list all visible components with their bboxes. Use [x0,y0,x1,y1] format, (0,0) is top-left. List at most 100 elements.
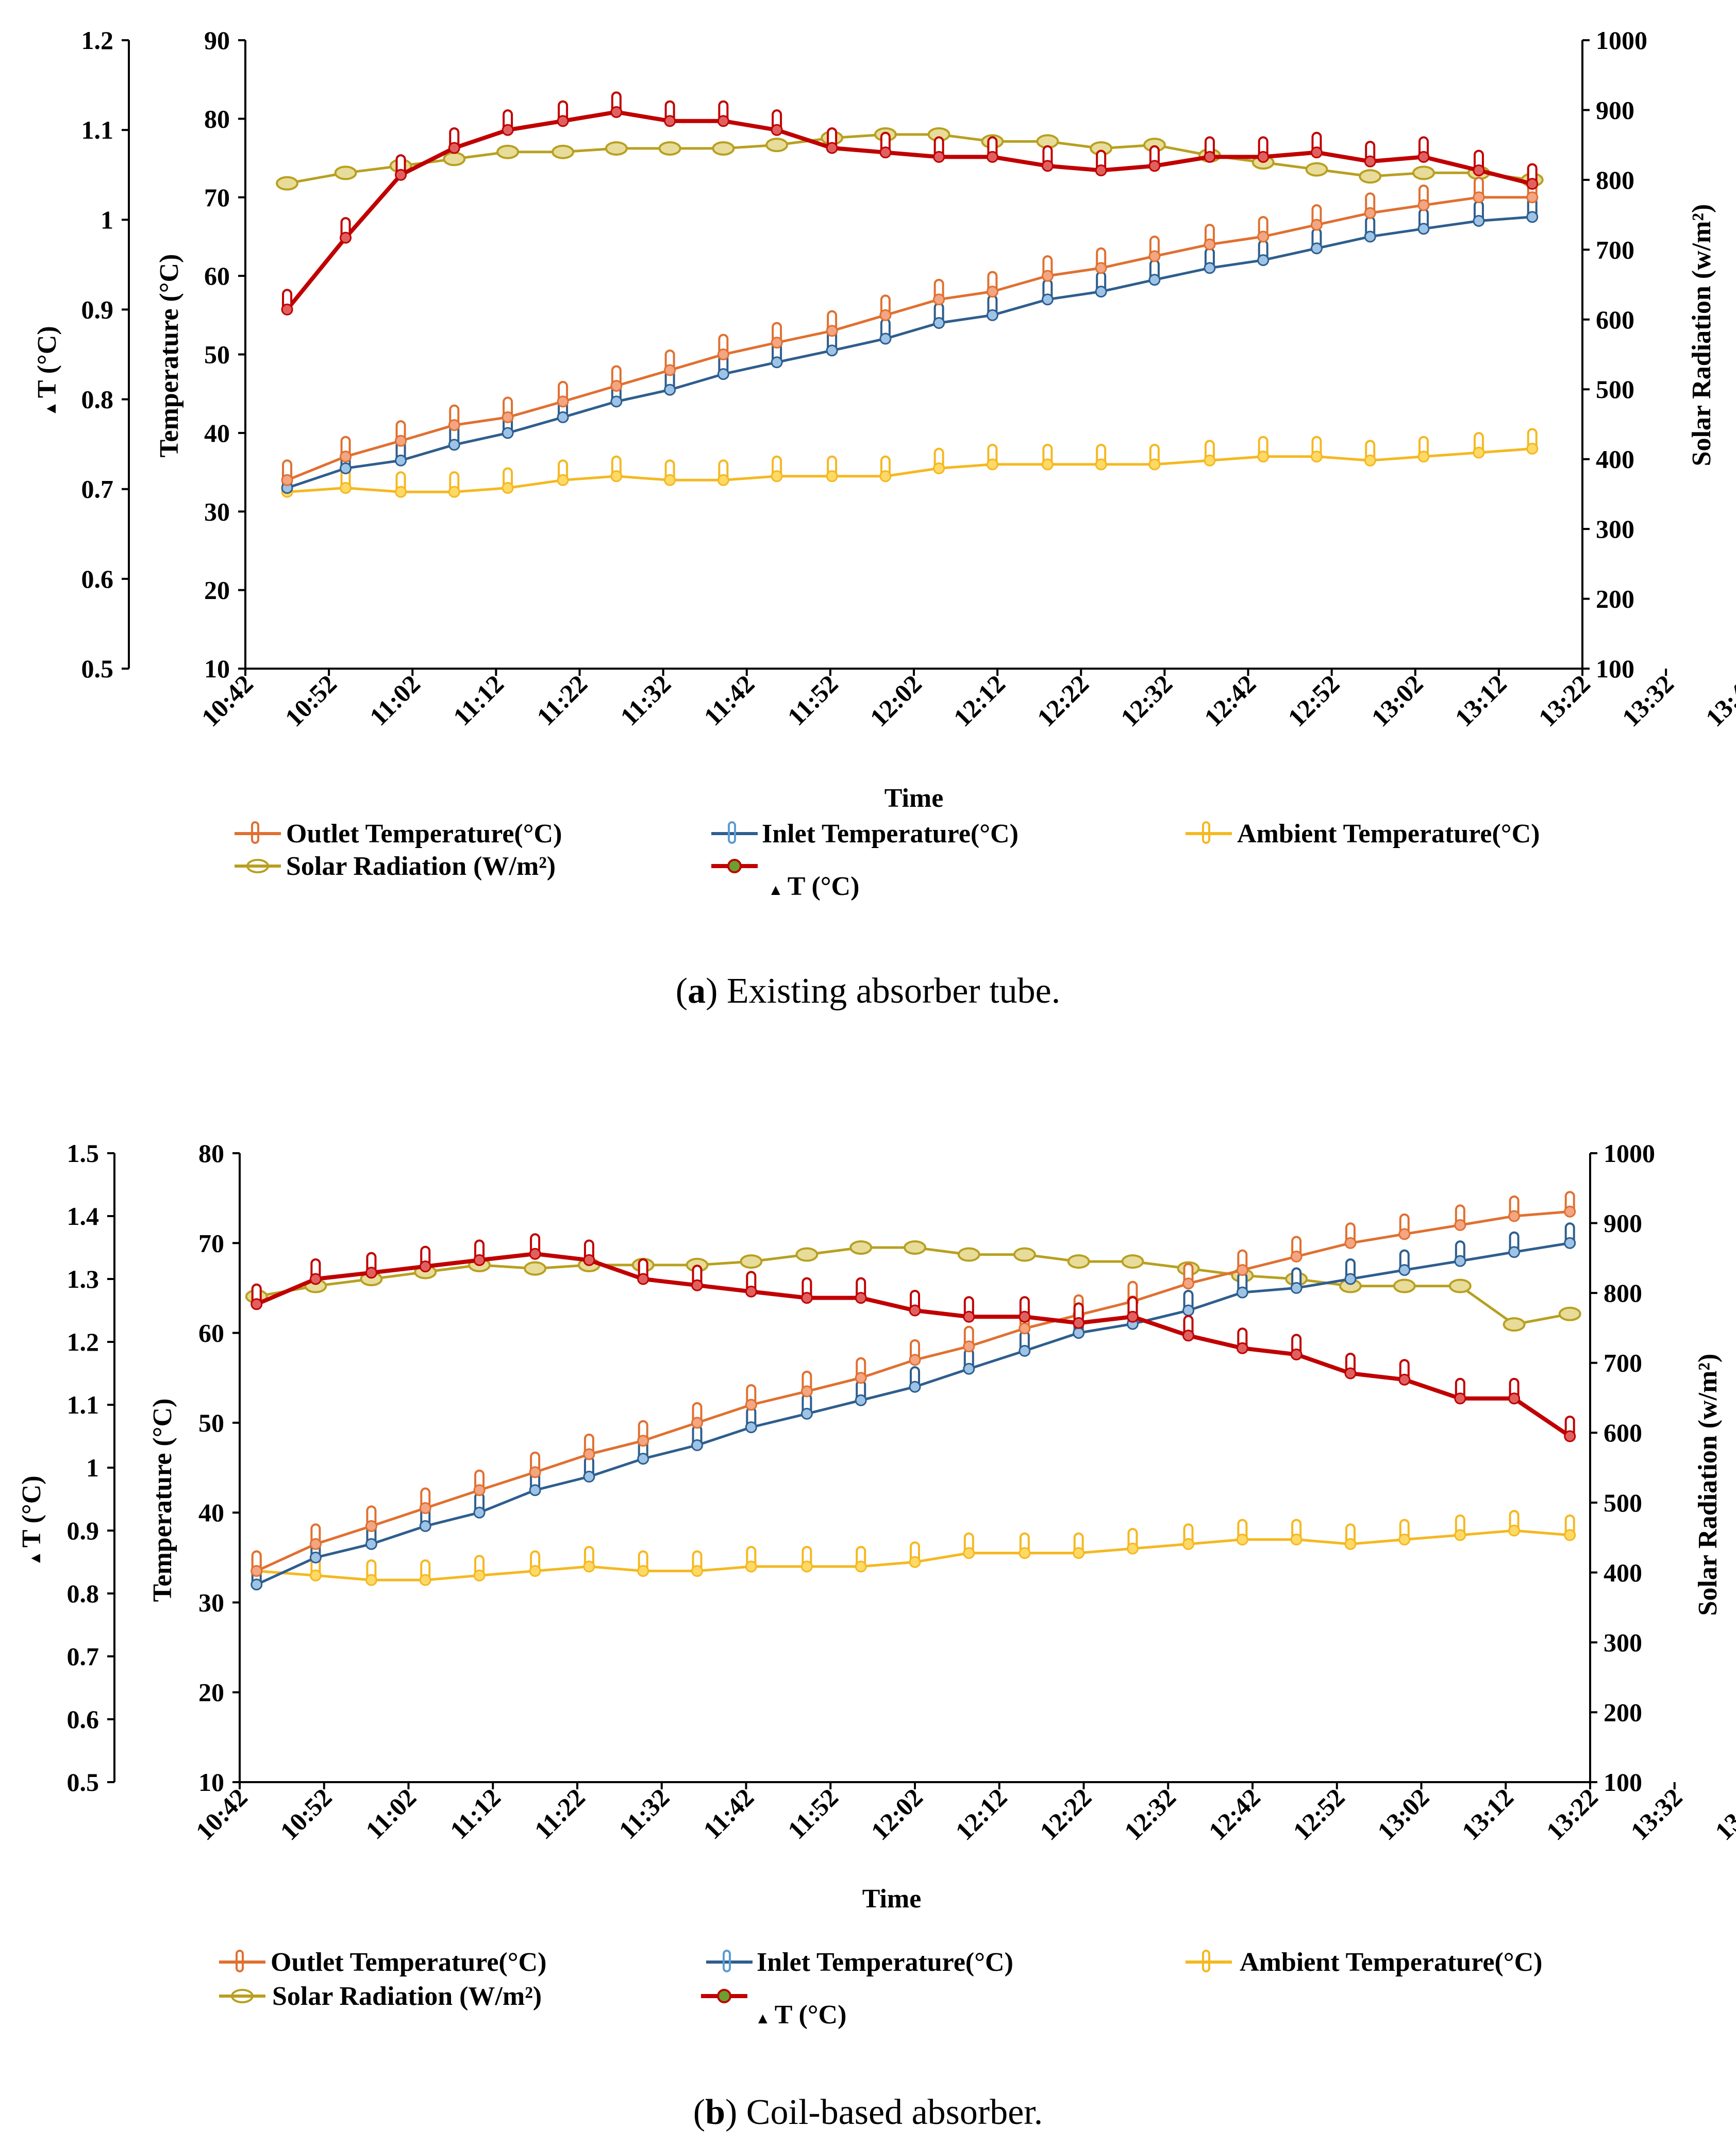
point-outlet [557,380,569,408]
point-inlet [1417,208,1430,235]
point-outlet [1398,1213,1411,1240]
point-ambient [419,1559,431,1586]
y2-tick-label: 200 [1596,585,1634,613]
point-dt [1095,149,1107,177]
point-inlet [1148,259,1161,286]
y-tick-label: 70 [204,183,230,212]
x-tick-label: 12:02 [864,669,927,732]
point-ambient [1257,436,1270,463]
x-tick-label: 11:52 [782,1783,844,1845]
point-outlet [933,278,945,306]
x-tick-label: 12:22 [1031,669,1094,732]
x-tick-label: 11:42 [697,1783,759,1845]
svg-text:Inlet Temperature(°C): Inlet Temperature(°C) [757,1948,1013,1977]
point-outlet [963,1325,975,1353]
delta-axis: 0.5 0.6 0.7 0.8 0.9 1 1.1 1.2 [81,26,130,683]
point-ambient [771,455,783,483]
point-outlet [1310,204,1323,231]
y2-tick-label: 400 [1604,1558,1642,1587]
point-dt [502,109,514,136]
legend-solar: Solar Radiation (W/m²) [235,852,556,881]
y-tick-label: 90 [204,26,230,55]
temperature-tick-labels: 10 20 30 40 50 60 70 80 90 [204,26,245,683]
y2-tick-label: 900 [1596,95,1634,124]
point-dt [448,127,460,154]
y3-tick-label: 1.5 [67,1139,99,1168]
point-inlet [855,1380,867,1406]
x-tick-label: 11:02 [364,669,426,731]
point-ambient [529,1550,541,1577]
y3-tick-label: 0.8 [67,1579,99,1608]
point-inlet [691,1424,704,1451]
y2-tick-label: 1000 [1604,1139,1655,1168]
point-outlet [1344,1222,1357,1249]
x-tick-label: 12:12 [949,1783,1012,1846]
point-dt [933,136,945,163]
point-solar [1503,1317,1526,1332]
right-axis: 100 200 300 400 500 600 700 800 900 1000 [1589,1139,1655,1797]
caption-b: (b) Coil-based absorber. [693,2092,1043,2132]
legend-inlet: Inlet Temperature(°C) [711,819,1019,849]
point-solar [1448,1278,1472,1293]
point-solar [443,152,466,167]
point-ambient [637,1550,649,1577]
point-dt [963,1296,975,1323]
point-outlet [1095,247,1107,274]
x-tick-label: 13:12 [1456,1783,1519,1846]
y-tick-label: 50 [198,1408,224,1437]
x-tick-label: 12:52 [1282,669,1345,732]
point-solar [957,1247,980,1262]
point-inlet [1473,200,1485,227]
svg-text:▲T (°C): ▲ T (°C) [768,872,859,901]
solar-tick-labels: 100 200 300 400 500 600 700 800 900 1000 [1582,26,1647,683]
point-solar [524,1261,547,1276]
point-dt [1398,1359,1411,1386]
point-ambient [855,1546,867,1573]
point-outlet [340,436,352,463]
x-tick-label: 13:42 [1709,1783,1736,1846]
point-dt [691,1265,704,1291]
y2-tick-label: 100 [1604,1768,1642,1797]
point-ambient [933,447,945,474]
x-tick-label: 13:22 [1541,1783,1604,1846]
series-ambient [251,1510,1576,1586]
delta-axis: 0.5 0.6 0.7 0.8 0.9 1 1.1 1.2 1.3 1.4 1.5 [67,1139,115,1797]
point-outlet [826,310,838,337]
point-inlet [933,302,945,329]
x-tick-label: 11:42 [698,669,760,731]
point-ambient [1473,431,1485,459]
point-dt [583,1239,595,1266]
x-tick-label: 12:42 [1198,669,1261,732]
series-solar [245,1240,1581,1332]
line-inlet [287,215,1532,489]
point-outlet [502,396,514,423]
point-outlet [1236,1249,1248,1276]
point-outlet [800,1370,813,1398]
point-outlet [419,1487,431,1514]
y2-tick-label: 700 [1596,235,1634,264]
point-ambient [1454,1514,1466,1541]
x-tick-label: 11:12 [447,669,509,731]
series-layer [245,1191,1581,1591]
y-tick-label: 60 [198,1319,224,1348]
point-inlet [1236,1272,1248,1299]
point-inlet [1398,1249,1411,1276]
point-ambient [1526,428,1539,455]
point-ambient [1019,1532,1031,1559]
y3-tick-label: 0.9 [81,295,114,324]
point-dt [826,127,838,154]
point-ambient [473,1555,486,1582]
point-solar [334,165,357,180]
point-solar [1359,169,1382,184]
point-solar [765,138,789,153]
point-solar [849,1240,873,1255]
point-dt [419,1245,431,1273]
point-outlet [1290,1236,1303,1262]
y2-tick-label: 600 [1596,305,1634,334]
point-dt [1310,131,1323,159]
point-outlet [251,1550,263,1577]
time-tick-labels: 10:42 10:52 11:02 11:12 11:22 11:32 11:42 11:52… [190,1782,1736,1846]
point-dt [771,109,783,136]
x-tick-label: 10:52 [274,1783,337,1846]
delta-tick-labels: 0.5 0.6 0.7 0.8 0.9 1 1.1 1.2 [81,26,129,683]
